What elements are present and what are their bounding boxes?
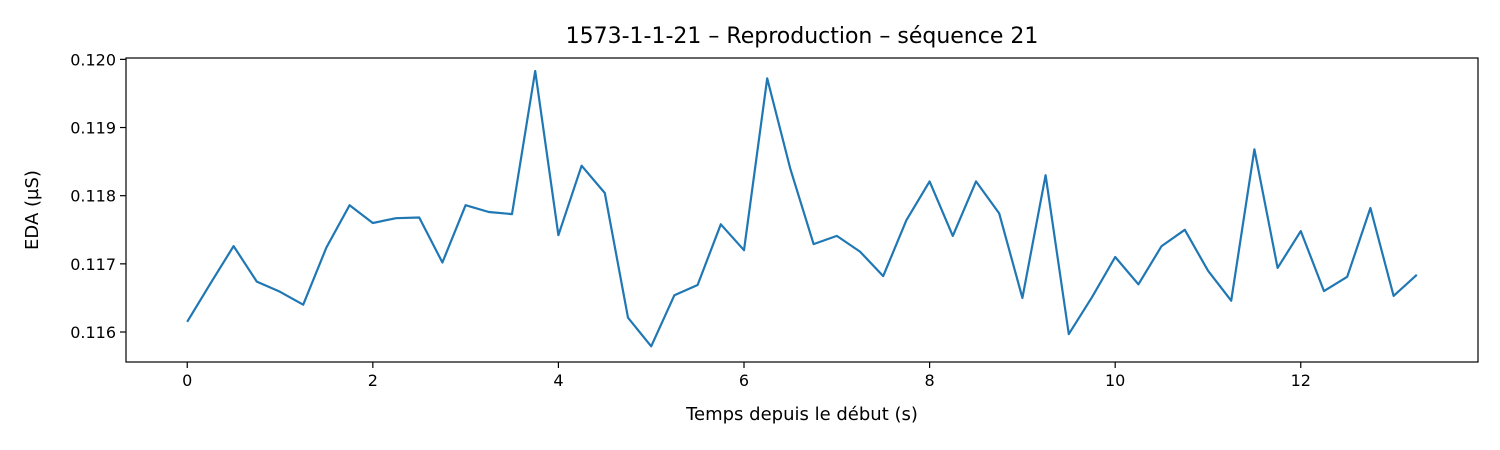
y-tick-label: 0.120: [70, 50, 116, 69]
y-tick-label: 0.117: [70, 255, 116, 274]
x-tick-label: 8: [924, 371, 934, 390]
y-tick-label: 0.116: [70, 323, 116, 342]
x-tick-label: 6: [739, 371, 749, 390]
y-tick-label: 0.118: [70, 187, 116, 206]
series-line: [186, 69, 1418, 348]
x-tick-label: 10: [1105, 371, 1125, 390]
x-axis-ticks: 0 2 4 6 8 10 12: [182, 362, 1311, 390]
x-axis-label: Temps depuis le début (s): [685, 404, 918, 425]
x-tick-label: 0: [182, 371, 192, 390]
y-tick-label: 0.119: [70, 119, 116, 138]
series-group: [186, 69, 1418, 348]
x-tick-label: 4: [553, 371, 563, 390]
y-axis-label: EDA (µS): [22, 170, 43, 250]
x-tick-label: 12: [1291, 371, 1311, 390]
x-tick-label: 2: [368, 371, 378, 390]
chart-title: 1573-1-1-21 – Reproduction – séquence 21: [566, 24, 1039, 49]
y-axis-ticks: 0.116 0.117 0.118 0.119 0.120: [70, 50, 126, 342]
plot-area-frame: [125, 57, 1479, 363]
